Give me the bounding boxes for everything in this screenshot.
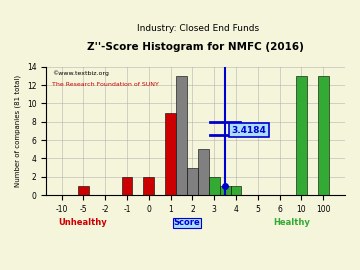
- Text: 3.4184: 3.4184: [232, 126, 266, 135]
- Bar: [220, 186, 230, 195]
- Text: Score: Score: [174, 218, 200, 227]
- Text: Healthy: Healthy: [273, 218, 310, 227]
- Bar: [296, 76, 307, 195]
- Text: Unhealthy: Unhealthy: [58, 218, 107, 227]
- Text: ©www.textbiz.org: ©www.textbiz.org: [52, 70, 109, 76]
- Bar: [176, 76, 187, 195]
- Bar: [165, 113, 176, 195]
- Text: The Research Foundation of SUNY: The Research Foundation of SUNY: [52, 82, 159, 87]
- Bar: [198, 149, 209, 195]
- Bar: [143, 177, 154, 195]
- Bar: [122, 177, 132, 195]
- Bar: [318, 76, 329, 195]
- Bar: [230, 186, 242, 195]
- Bar: [209, 177, 220, 195]
- Title: Z''-Score Histogram for NMFC (2016): Z''-Score Histogram for NMFC (2016): [87, 42, 304, 52]
- Y-axis label: Number of companies (81 total): Number of companies (81 total): [15, 75, 22, 187]
- Bar: [78, 186, 89, 195]
- Text: Industry: Closed End Funds: Industry: Closed End Funds: [137, 24, 259, 33]
- Bar: [187, 168, 198, 195]
